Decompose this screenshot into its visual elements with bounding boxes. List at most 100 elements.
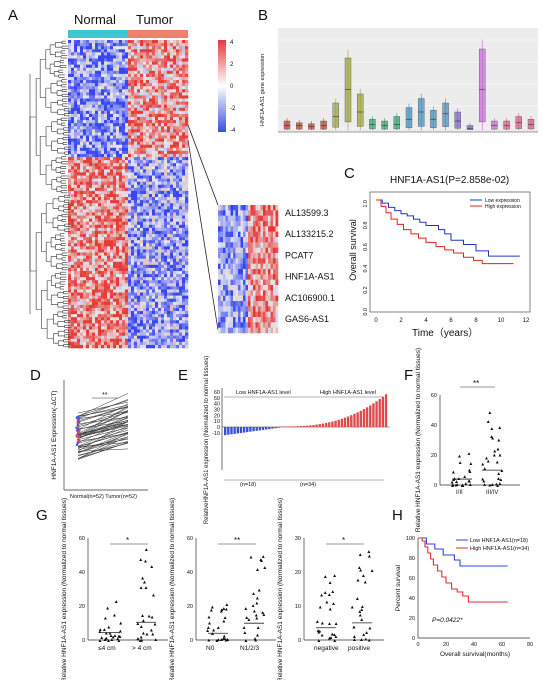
heatmap-cell (176, 169, 180, 173)
heatmap-cell (146, 335, 150, 340)
heatmap-cell (161, 135, 165, 139)
heatmap-cell (74, 113, 78, 118)
heatmap-cell (74, 40, 78, 44)
heatmap-cell (176, 166, 180, 170)
heatmap-cell (185, 132, 189, 136)
heatmap-cell (128, 335, 132, 340)
waterfall-bar (242, 427, 246, 433)
heatmap-cell (80, 335, 84, 340)
heatmap-cell (158, 243, 162, 247)
heatmap-cell (128, 261, 132, 266)
heatmap-cell (143, 307, 147, 312)
heatmap-cell (137, 311, 141, 315)
heatmap-cell (137, 286, 141, 290)
heatmap-cell (95, 243, 99, 247)
heatmap-cell (122, 197, 126, 201)
heatmap-cell (92, 169, 96, 173)
heatmap-cell (80, 280, 84, 284)
heatmap-cell (182, 70, 186, 75)
heatmap-cell (131, 113, 135, 118)
waterfall-bar (372, 403, 375, 427)
heatmap-cell (74, 166, 78, 170)
heatmap-cell (89, 172, 93, 176)
heatmap-cell (83, 120, 87, 124)
heatmap-cell (77, 123, 81, 127)
group-label-normal: Normal (74, 12, 116, 27)
heatmap-cell (179, 271, 183, 275)
heatmap-cell (149, 311, 153, 315)
waterfall-bar (331, 421, 334, 427)
heatmap-cell (86, 344, 90, 349)
heatmap-cell (158, 107, 162, 112)
heatmap-cell (101, 234, 105, 238)
heatmap-cell (86, 200, 90, 204)
heatmap-cell (176, 292, 180, 296)
heatmap-cell (83, 240, 87, 244)
zoom-heatmap-cell (240, 285, 244, 291)
waterfall-bar (299, 426, 303, 427)
heatmap-cell (110, 169, 114, 173)
heatmap-cell (92, 206, 96, 210)
heatmap-cell (182, 157, 186, 161)
heatmap-cell (134, 166, 138, 170)
zoom-heatmap-cell (223, 295, 226, 302)
tumor-group-bar (128, 30, 188, 38)
heatmap-cell (143, 73, 147, 78)
heatmap-cell (80, 255, 84, 259)
heatmap-cell (143, 172, 147, 176)
heatmap-cell (182, 344, 186, 349)
heatmap-cell (104, 117, 108, 121)
heatmap-cell (131, 314, 135, 318)
heatmap-cell (146, 110, 150, 115)
paired-line (77, 421, 129, 439)
heatmap-cell (167, 141, 171, 146)
heatmap-cell (149, 264, 153, 269)
zoom-heatmap-cell (275, 247, 279, 254)
heatmap-cell (80, 289, 84, 293)
heatmap-cell (68, 89, 72, 93)
heatmap-cell (83, 43, 87, 47)
heatmap-cell (137, 255, 141, 259)
zoom-heatmap-cell (260, 301, 264, 307)
heatmap-cell (149, 283, 153, 287)
heatmap-cell (101, 184, 105, 189)
heatmap-cell (101, 338, 105, 343)
heatmap-cell (110, 292, 114, 296)
heatmap-cell (107, 221, 111, 226)
heatmap-cell (83, 326, 87, 330)
heatmap-cell (77, 230, 81, 235)
heatmap-cell (92, 292, 96, 296)
heatmap-cell (179, 237, 183, 241)
heatmap-cell (107, 153, 111, 158)
heatmap-cell (68, 92, 72, 96)
heatmap-cell (113, 113, 117, 118)
heatmap-cell (143, 314, 147, 318)
heatmap-cell (134, 212, 138, 216)
heatmap-cell (176, 264, 180, 269)
zoom-heatmap-cell (238, 274, 241, 280)
dendrogram-branch (57, 311, 63, 318)
heatmap-cell (68, 157, 72, 161)
heatmap-cell (158, 252, 162, 256)
heatmap-cell (110, 320, 114, 324)
heatmap-cell (131, 240, 135, 244)
heatmap-cell (107, 86, 111, 90)
zoom-heatmap-cell (228, 295, 231, 302)
heatmap-cell (179, 46, 183, 50)
heatmap-cell (146, 49, 150, 53)
heatmap-cell (140, 172, 144, 176)
heatmap-cell (128, 307, 132, 312)
dendrogram-branch (60, 122, 66, 126)
heatmap-cell (185, 169, 189, 173)
heatmap-cell (74, 150, 78, 155)
heatmap-cell (110, 61, 114, 65)
heatmap-cell (158, 298, 162, 303)
zoom-heatmap-cell (268, 274, 271, 280)
heatmap-cell (182, 203, 186, 207)
heatmap-cell (137, 101, 141, 105)
heatmap-cell (89, 123, 93, 127)
heatmap-cell (101, 311, 105, 315)
heatmap-cell (164, 138, 168, 142)
zoom-heatmap-cell (253, 247, 256, 254)
waterfall-bar (265, 427, 268, 430)
